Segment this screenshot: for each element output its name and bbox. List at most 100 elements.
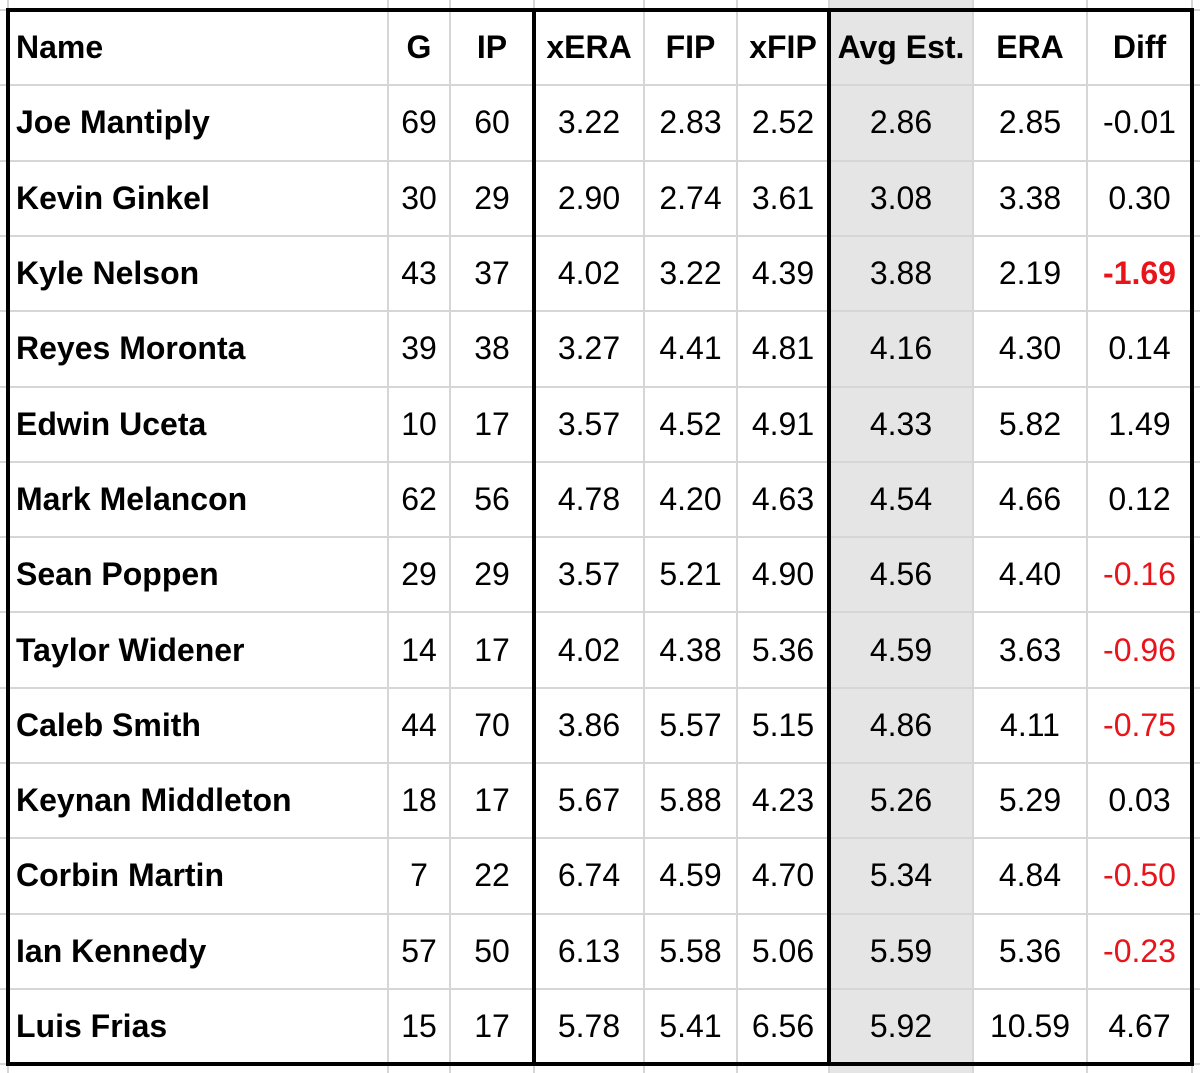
cell-ip: 22 xyxy=(474,857,510,894)
cell-era: 10.59 xyxy=(989,1008,1071,1045)
cell-ip: 17 xyxy=(474,782,510,819)
cell-xfip: 5.15 xyxy=(751,706,815,743)
gridline-horizontal xyxy=(0,762,1200,764)
gridline-horizontal xyxy=(0,988,1200,990)
cell-name: Caleb Smith xyxy=(16,706,201,743)
cell-avg-est: 4.54 xyxy=(869,480,933,517)
cell-xfip: 4.70 xyxy=(751,857,815,894)
cell-name: Kyle Nelson xyxy=(16,255,200,292)
cell-g: 44 xyxy=(401,706,437,743)
border-top xyxy=(6,8,1194,12)
gridline-horizontal xyxy=(0,611,1200,613)
cell-avg-est: 4.59 xyxy=(869,631,933,668)
cell-diff: -1.69 xyxy=(1103,255,1176,292)
cell-name: Corbin Martin xyxy=(16,857,224,894)
cell-name: Joe Mantiply xyxy=(16,104,210,141)
cell-avg-est: 5.92 xyxy=(869,1008,933,1045)
cell-era: 4.40 xyxy=(998,556,1062,593)
cell-era: 5.36 xyxy=(998,932,1062,969)
gridline-horizontal xyxy=(0,84,1200,86)
cell-diff: 4.67 xyxy=(1108,1008,1171,1045)
cell-era: 4.84 xyxy=(998,857,1062,894)
cell-g: 43 xyxy=(401,255,437,292)
cell-avg-est: 5.59 xyxy=(869,932,933,969)
cell-era: 5.29 xyxy=(998,782,1062,819)
cell-g: 10 xyxy=(401,405,437,442)
cell-name: Edwin Uceta xyxy=(16,405,207,442)
cell-diff: -0.01 xyxy=(1103,104,1176,141)
cell-name: Kevin Ginkel xyxy=(16,179,210,216)
cell-diff: -0.16 xyxy=(1103,556,1176,593)
cell-avg-est: 4.86 xyxy=(869,706,933,743)
cell-name: Ian Kennedy xyxy=(16,932,207,969)
cell-g: 29 xyxy=(401,556,437,593)
cell-xfip: 4.23 xyxy=(751,782,815,819)
cell-avg-est: 4.16 xyxy=(869,330,933,367)
cell-era: 2.85 xyxy=(998,104,1062,141)
cell-ip: 29 xyxy=(474,179,510,216)
cell-g: 62 xyxy=(401,480,437,517)
cell-ip: 29 xyxy=(474,556,510,593)
cell-ip: 17 xyxy=(474,631,510,668)
cell-ip: 50 xyxy=(474,932,510,969)
cell-fip: 4.52 xyxy=(659,405,722,442)
cell-xera: 3.27 xyxy=(557,330,621,367)
header-xfip: xFIP xyxy=(749,29,817,66)
cell-g: 7 xyxy=(410,857,428,894)
cell-fip: 5.88 xyxy=(659,782,722,819)
header-xera: xERA xyxy=(546,29,632,66)
cell-era: 4.11 xyxy=(1000,706,1060,743)
cell-g: 15 xyxy=(401,1008,437,1045)
cell-ip: 17 xyxy=(474,405,510,442)
cell-ip: 56 xyxy=(474,480,510,517)
cell-avg-est: 3.08 xyxy=(869,179,933,216)
cell-ip: 37 xyxy=(474,255,510,292)
cell-era: 3.63 xyxy=(998,631,1062,668)
cell-era: 5.82 xyxy=(998,405,1062,442)
border-divider-xfip-avg xyxy=(827,8,831,1066)
cell-name: Sean Poppen xyxy=(16,556,219,593)
border-divider-ip-xera xyxy=(532,8,536,1066)
cell-xera: 5.78 xyxy=(557,1008,621,1045)
header-diff: Diff xyxy=(1112,29,1167,66)
cell-avg-est: 3.88 xyxy=(869,255,933,292)
cell-xera: 4.02 xyxy=(557,631,621,668)
cell-name: Mark Melancon xyxy=(16,480,248,517)
cell-avg-est: 4.56 xyxy=(869,556,933,593)
border-right xyxy=(1190,8,1194,1066)
cell-xfip: 4.90 xyxy=(751,556,815,593)
cell-xfip: 5.36 xyxy=(751,631,815,668)
cell-fip: 4.41 xyxy=(659,330,722,367)
cell-xfip: 4.81 xyxy=(751,330,815,367)
gridline-horizontal xyxy=(0,837,1200,839)
gridline-horizontal xyxy=(0,687,1200,689)
cell-g: 69 xyxy=(401,104,437,141)
gridline-horizontal xyxy=(0,235,1200,237)
cell-diff: 0.30 xyxy=(1108,179,1171,216)
cell-fip: 4.38 xyxy=(659,631,722,668)
cell-xera: 3.86 xyxy=(557,706,621,743)
cell-fip: 4.59 xyxy=(659,857,722,894)
cell-xera: 4.02 xyxy=(557,255,621,292)
cell-xfip: 6.56 xyxy=(751,1008,815,1045)
cell-era: 2.19 xyxy=(998,255,1062,292)
cell-g: 57 xyxy=(401,932,437,969)
gridline-horizontal xyxy=(0,536,1200,538)
cell-xfip: 4.39 xyxy=(751,255,815,292)
header-era: ERA xyxy=(996,29,1064,66)
cell-diff: -0.23 xyxy=(1103,932,1176,969)
cell-diff: 0.14 xyxy=(1108,330,1171,367)
cell-name: Taylor Widener xyxy=(16,631,245,668)
cell-fip: 5.41 xyxy=(659,1008,722,1045)
cell-fip: 5.58 xyxy=(659,932,722,969)
cell-xfip: 4.91 xyxy=(751,405,815,442)
cell-xera: 2.90 xyxy=(557,179,621,216)
cell-diff: -0.75 xyxy=(1103,706,1176,743)
cell-xera: 3.57 xyxy=(557,556,621,593)
cell-era: 4.30 xyxy=(998,330,1062,367)
header-avg-est: Avg Est. xyxy=(837,29,965,66)
cell-ip: 60 xyxy=(474,104,510,141)
gridline-horizontal xyxy=(0,386,1200,388)
gridline-horizontal xyxy=(0,461,1200,463)
